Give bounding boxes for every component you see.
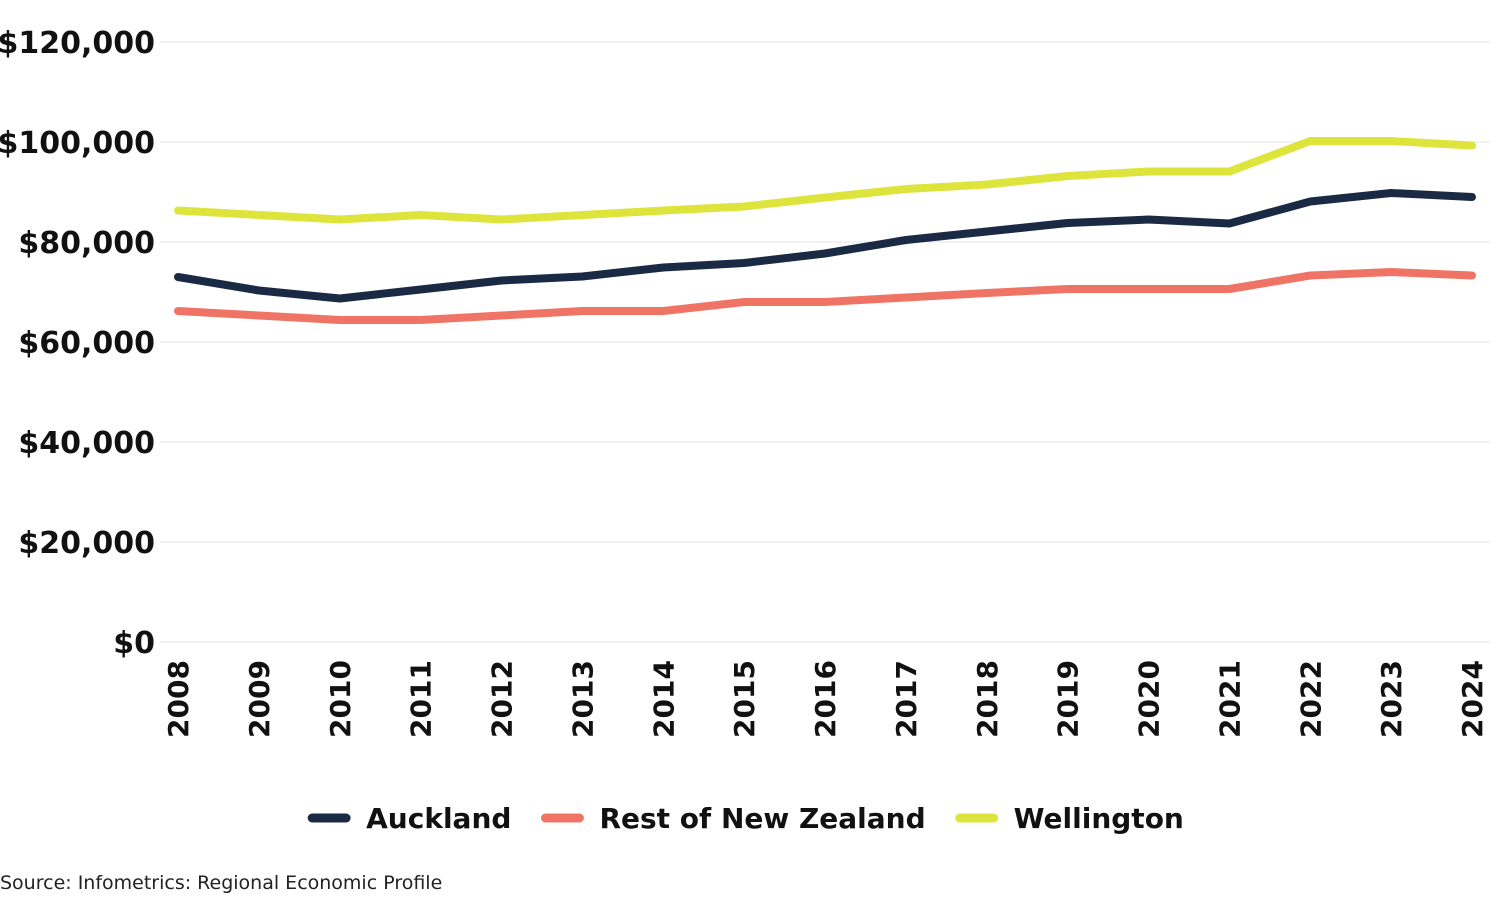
y-tick-label: $120,000 bbox=[0, 26, 155, 61]
y-tick-label: $100,000 bbox=[0, 126, 155, 161]
legend: Auckland Rest of New Zealand Wellington bbox=[307, 802, 1184, 835]
y-tick-label: $40,000 bbox=[18, 426, 155, 461]
x-tick-label: 2009 bbox=[243, 660, 276, 738]
x-tick-label: 2019 bbox=[1052, 660, 1085, 738]
y-tick-label: $80,000 bbox=[18, 226, 155, 261]
series-line-auckland bbox=[174, 189, 1476, 303]
x-tick-label: 2012 bbox=[486, 660, 519, 738]
y-axis: $0 $20,000 $40,000 $60,000 $80,000 $100,000 $1… bbox=[0, 26, 155, 661]
y-tick-label: $20,000 bbox=[18, 526, 155, 561]
source-note: Source: Infometrics: Regional Economic P… bbox=[0, 872, 443, 894]
x-tick-label: 2018 bbox=[971, 660, 1004, 738]
legend-label: Auckland bbox=[366, 802, 511, 835]
x-tick-label: 2011 bbox=[405, 660, 438, 738]
series-line-rest-of-new-zealand bbox=[174, 268, 1476, 324]
legend-item: Wellington bbox=[955, 802, 1184, 835]
x-axis: 2008 2009 2010 2011 2012 2013 2014 2015 2016 2017… bbox=[162, 660, 1489, 738]
x-tick-label: 2024 bbox=[1456, 660, 1489, 738]
x-tick-label: 2013 bbox=[566, 660, 599, 738]
x-tick-label: 2023 bbox=[1375, 660, 1408, 738]
x-tick-label: 2022 bbox=[1294, 660, 1327, 738]
x-tick-label: 2008 bbox=[162, 660, 195, 738]
series-lines bbox=[174, 137, 1476, 324]
gridlines bbox=[160, 41, 1490, 643]
legend-item: Rest of New Zealand bbox=[540, 802, 926, 835]
series-line-wellington bbox=[174, 137, 1476, 224]
x-tick-label: 2017 bbox=[890, 660, 923, 738]
legend-label: Rest of New Zealand bbox=[599, 802, 925, 835]
x-tick-label: 2021 bbox=[1213, 660, 1246, 738]
x-tick-label: 2015 bbox=[728, 660, 761, 738]
x-tick-label: 2020 bbox=[1133, 660, 1166, 738]
y-tick-label: $60,000 bbox=[18, 326, 155, 361]
y-tick-label: $0 bbox=[113, 626, 155, 661]
legend-item: Auckland bbox=[307, 802, 511, 835]
x-tick-label: 2016 bbox=[809, 660, 842, 738]
x-tick-label: 2010 bbox=[324, 660, 357, 738]
legend-label: Wellington bbox=[1014, 802, 1184, 835]
x-tick-label: 2014 bbox=[647, 660, 680, 738]
